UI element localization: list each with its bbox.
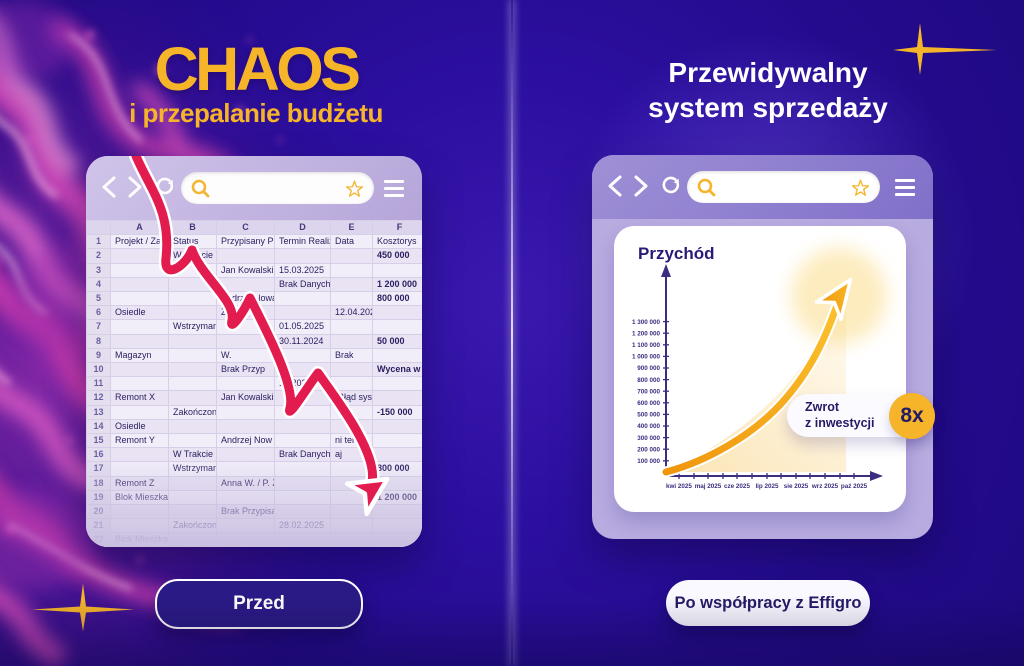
svg-text:400 000: 400 000 xyxy=(637,423,660,430)
svg-text:maj 2025: maj 2025 xyxy=(695,483,722,490)
svg-text:500 000: 500 000 xyxy=(637,412,660,419)
svg-text:sie 2025: sie 2025 xyxy=(784,483,809,490)
svg-text:1 000 000: 1 000 000 xyxy=(632,354,661,361)
svg-text:300 000: 300 000 xyxy=(637,435,660,442)
svg-text:wrz 2025: wrz 2025 xyxy=(811,483,839,490)
svg-text:1 100 000: 1 100 000 xyxy=(632,342,661,349)
svg-text:kwi 2025: kwi 2025 xyxy=(666,483,692,490)
svg-text:1 200 000: 1 200 000 xyxy=(632,330,661,337)
svg-text:200 000: 200 000 xyxy=(637,446,660,453)
svg-text:1 300 000: 1 300 000 xyxy=(632,319,661,326)
svg-text:700 000: 700 000 xyxy=(637,388,660,395)
svg-text:900 000: 900 000 xyxy=(637,365,660,372)
svg-text:paź 2025: paź 2025 xyxy=(841,483,868,490)
svg-text:800 000: 800 000 xyxy=(637,377,660,384)
svg-text:cze 2025: cze 2025 xyxy=(724,483,750,490)
svg-text:lip 2025: lip 2025 xyxy=(755,483,779,490)
svg-text:600 000: 600 000 xyxy=(637,400,660,407)
svg-text:100 000: 100 000 xyxy=(637,458,660,465)
